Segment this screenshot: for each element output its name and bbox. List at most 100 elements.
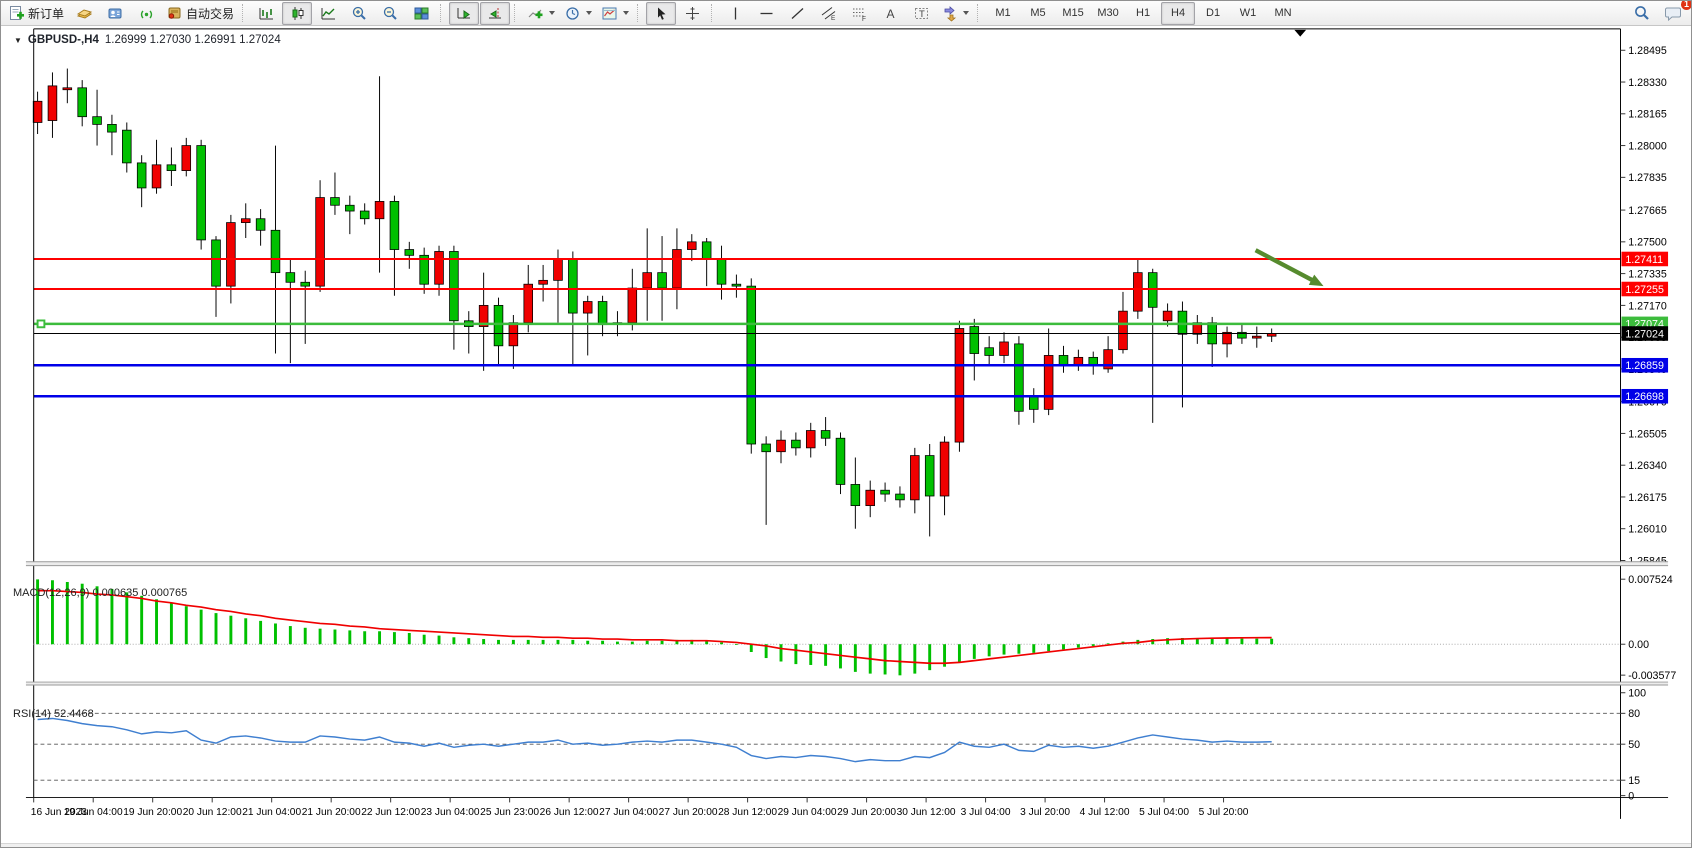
macd-histogram-bar <box>824 644 828 666</box>
hline-price-label: 1.27255 <box>1625 284 1664 296</box>
search-button[interactable] <box>1627 2 1657 25</box>
auto-scroll-button[interactable] <box>449 1 480 25</box>
macd-histogram-bar <box>467 638 471 645</box>
profiles-icon <box>76 8 92 19</box>
periods-button[interactable] <box>560 2 596 25</box>
timeframe-d1-button[interactable]: D1 <box>1206 7 1221 19</box>
time-tick-label: 20 Jun 12:00 <box>183 807 242 818</box>
macd-histogram-bar <box>482 639 486 645</box>
toolbar-separator <box>440 4 445 22</box>
time-tick-label: 5 Jul 04:00 <box>1139 807 1189 818</box>
auto-scroll-icon <box>457 7 470 19</box>
timeframe-m15-button[interactable]: M15 <box>1062 7 1084 19</box>
new-order-label: 新订单 <box>28 6 65 21</box>
community-button[interactable] <box>100 2 130 25</box>
hline-price-label-box <box>1621 251 1669 267</box>
crosshair-button[interactable] <box>677 2 707 25</box>
indicators-button[interactable] <box>523 2 559 25</box>
templates-button[interactable] <box>597 2 633 25</box>
tile-windows-button[interactable] <box>406 2 436 25</box>
macd-signal-line <box>37 589 1272 665</box>
candle <box>493 304 504 347</box>
chart-background[interactable] <box>33 28 1621 798</box>
pane-splitter[interactable] <box>25 682 1669 685</box>
hline-price-label-box <box>1621 326 1669 341</box>
hline-price-label: 1.27024 <box>1625 328 1664 340</box>
notifications-button[interactable]: 1 <box>1658 1 1691 25</box>
profiles-button[interactable] <box>69 2 99 25</box>
candle <box>1029 395 1039 410</box>
macd-histogram-bar <box>1210 638 1214 645</box>
line-chart-icon <box>321 7 335 19</box>
candle <box>270 229 281 274</box>
chart-shift-icon <box>488 7 501 18</box>
collapse-icon[interactable]: ▼ <box>14 35 22 45</box>
toolbar-separator <box>977 4 982 22</box>
equidistant-channel-button[interactable]: E <box>813 2 843 25</box>
text-button[interactable]: A <box>875 2 905 25</box>
time-tick-label: 25 Jun 23:00 <box>480 807 539 818</box>
macd-histogram-bar <box>50 580 54 645</box>
signals-button[interactable] <box>131 2 161 25</box>
macd-histogram-bar <box>1166 638 1170 645</box>
macd-histogram-bar <box>913 644 917 674</box>
trendline-button[interactable] <box>782 2 812 25</box>
macd-histogram-bar <box>125 592 129 645</box>
trendline-icon <box>791 7 803 19</box>
timeframe-m30-button[interactable]: M30 <box>1097 7 1119 19</box>
rsi-axis-label: 15 <box>1628 775 1640 787</box>
candle <box>315 197 325 287</box>
timeframe-m5-button[interactable]: M5 <box>1030 7 1046 19</box>
candle <box>419 254 429 285</box>
macd-axis-label: 0.00 <box>1628 639 1649 651</box>
macd-histogram-bar <box>303 627 307 645</box>
macd-histogram-bar <box>36 579 40 645</box>
macd-histogram-bar <box>333 629 337 645</box>
candle <box>538 279 548 285</box>
macd-histogram-bar <box>1255 638 1259 645</box>
periods-dropdown-caret <box>586 11 593 15</box>
timeframe-w1-button[interactable]: W1 <box>1239 7 1257 19</box>
timeframe-m1-button[interactable]: M1 <box>995 7 1011 19</box>
candle <box>359 210 370 220</box>
timeframe-mn-button[interactable]: MN <box>1274 7 1292 19</box>
zoom-in-button[interactable] <box>344 2 374 25</box>
pane-splitter[interactable] <box>25 561 1669 566</box>
candle <box>969 326 980 354</box>
macd-histogram-bar <box>690 639 694 645</box>
text-label-button[interactable]: T <box>906 2 936 25</box>
hline-drag-handle[interactable] <box>36 319 46 329</box>
arrow-annotation-shaft[interactable] <box>1254 248 1318 285</box>
candle <box>597 301 608 326</box>
shapes-icon <box>944 5 957 22</box>
indicators-dropdown-caret <box>549 11 556 15</box>
autotrading-button[interactable]: 自动交易 <box>162 2 238 25</box>
candle <box>151 164 162 189</box>
line-chart-button[interactable] <box>313 2 343 25</box>
time-tick-label: 19 Jun 20:00 <box>123 807 182 818</box>
fibonacci-button[interactable]: F <box>844 2 874 25</box>
timeframe-h4-button[interactable]: H4 <box>1161 1 1196 25</box>
candle <box>642 272 652 289</box>
shapes-button[interactable] <box>937 2 973 25</box>
new-order-button[interactable]: 新订单 <box>4 2 68 25</box>
cursor-icon <box>657 7 666 20</box>
macd-histogram-bar <box>214 613 218 645</box>
macd-histogram-bar <box>274 623 277 645</box>
periods-icon <box>566 6 579 20</box>
zoom-out-button[interactable] <box>375 2 405 25</box>
chart-shift-button[interactable] <box>480 1 511 25</box>
vertical-line-button[interactable] <box>720 2 750 25</box>
fibonacci-icon: F <box>852 8 866 22</box>
cursor-button[interactable] <box>646 1 677 25</box>
candle <box>1133 272 1143 312</box>
chart-canvas[interactable]: 1.28495 1.28330 1.28165 1.28000 1.27835 1.276… <box>1 26 1692 848</box>
timeframe-h1-button[interactable]: H1 <box>1136 7 1151 19</box>
macd-histogram-bar <box>1062 644 1065 650</box>
candlestick-chart-button[interactable] <box>282 1 313 25</box>
candle <box>434 251 444 285</box>
arrow-annotation-head[interactable] <box>1308 274 1324 287</box>
macd-axis-label: 0.007524 <box>1628 574 1673 586</box>
bar-chart-button[interactable] <box>251 2 281 25</box>
horizontal-line-button[interactable] <box>751 2 781 25</box>
